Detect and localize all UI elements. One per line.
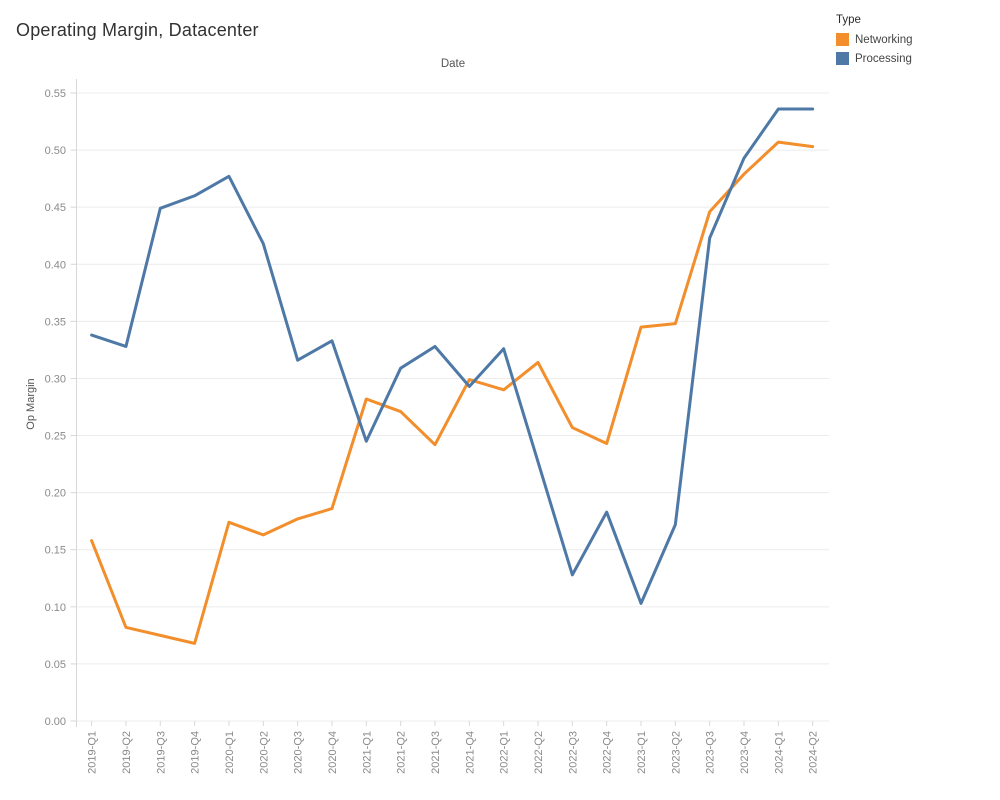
legend: Type Networking Processing: [836, 14, 996, 71]
y-tick-label: 0.30: [45, 373, 66, 385]
x-tick-label: 2023-Q4: [739, 731, 751, 774]
y-tick-label: 0.40: [45, 259, 66, 271]
y-tick-label: 0.20: [45, 488, 66, 500]
legend-label-processing: Processing: [855, 52, 912, 65]
networking-swatch-icon: [836, 33, 849, 46]
x-tick-label: 2020-Q2: [258, 731, 270, 774]
y-tick-label: 0.45: [45, 202, 66, 214]
processing-swatch-icon: [836, 52, 849, 65]
x-tick-label: 2020-Q4: [327, 731, 339, 774]
x-tick-label: 2019-Q2: [121, 731, 133, 774]
x-tick-label: 2023-Q3: [705, 731, 717, 774]
page-title: Operating Margin, Datacenter: [16, 20, 259, 40]
y-tick-label: 0.10: [45, 602, 66, 614]
x-tick-label: 2022-Q4: [602, 731, 614, 774]
legend-item-networking[interactable]: Networking: [836, 33, 996, 46]
y-tick-label: 0.05: [45, 659, 66, 671]
x-tick-label: 2019-Q3: [155, 731, 167, 774]
x-tick-label: 2021-Q4: [464, 731, 476, 774]
series-line-networking[interactable]: [90, 140, 815, 645]
y-tick-label: 0.15: [45, 545, 66, 557]
x-tick-label: 2021-Q2: [396, 731, 408, 774]
x-tick-label: 2022-Q3: [567, 731, 579, 774]
x-tick-label: 2020-Q1: [224, 731, 236, 774]
x-tick-label: 2023-Q2: [670, 731, 682, 774]
x-tick-label: 2023-Q1: [636, 731, 648, 774]
x-tick-label: 2021-Q1: [361, 731, 373, 774]
x-tick-label: 2022-Q1: [499, 731, 511, 774]
x-tick-label: 2024-Q1: [773, 731, 785, 774]
y-tick-label: 0.50: [45, 145, 66, 157]
y-tick-label: 0.00: [45, 716, 66, 728]
x-tick-label: 2019-Q1: [87, 731, 99, 774]
x-tick-label: 2024-Q2: [808, 731, 820, 774]
legend-label-networking: Networking: [855, 33, 913, 46]
legend-title: Type: [836, 14, 861, 26]
x-tick-label: 2022-Q2: [533, 731, 545, 774]
x-axis-title: Date: [440, 58, 466, 70]
series-line-processing[interactable]: [90, 107, 815, 605]
legend-item-processing[interactable]: Processing: [836, 52, 996, 65]
x-tick-label: 2019-Q4: [190, 731, 202, 774]
x-tick-label: 2020-Q3: [293, 731, 305, 774]
x-tick-label: 2021-Q3: [430, 731, 442, 774]
y-tick-label: 0.25: [45, 431, 66, 443]
y-tick-label: 0.35: [45, 316, 66, 328]
y-tick-label: 0.55: [45, 88, 66, 100]
